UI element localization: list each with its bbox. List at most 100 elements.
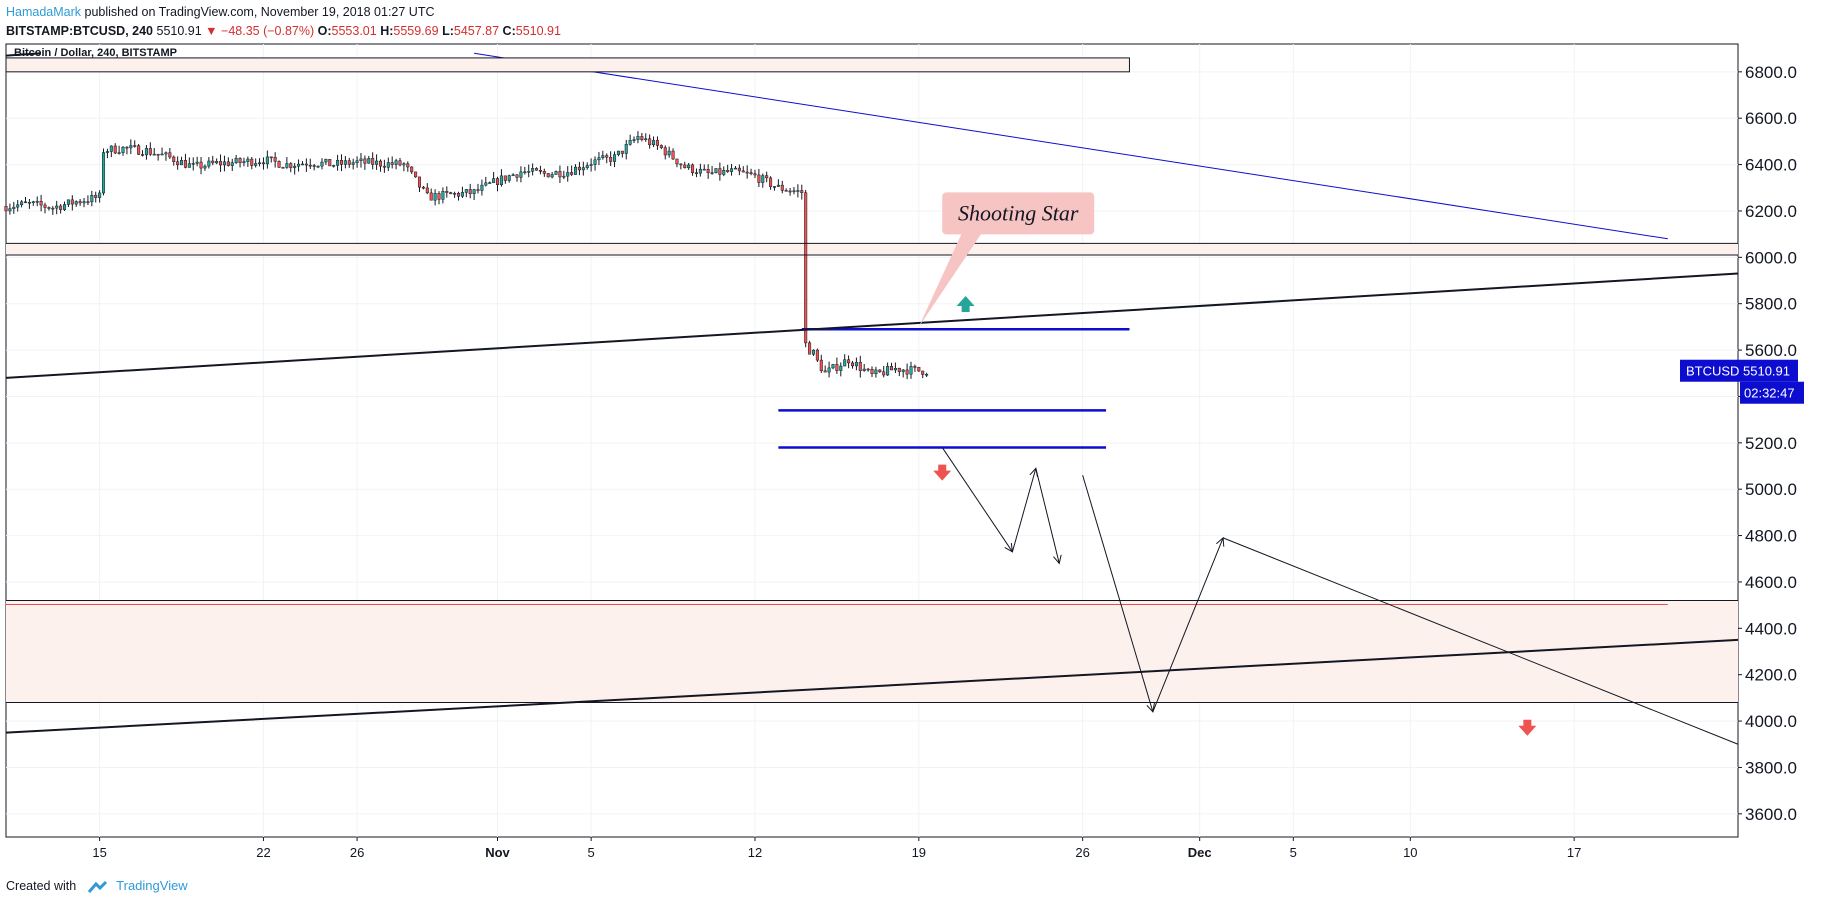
candle-body (386, 162, 390, 168)
candle-body (55, 205, 59, 209)
candle-body (293, 165, 297, 168)
candle-body (246, 158, 250, 162)
candle-body (710, 172, 714, 174)
candle-body (870, 369, 874, 374)
candle-body (492, 178, 496, 183)
candle-body (581, 167, 585, 171)
y-tick-label: 4800.0 (1745, 527, 1797, 546)
candle-body (363, 158, 367, 164)
candle-body (609, 156, 613, 162)
candle-body (66, 199, 70, 205)
candle-body (652, 140, 656, 146)
x-tick-label: 12 (748, 845, 762, 860)
candle-body (862, 368, 866, 371)
candle-body (398, 160, 402, 166)
candle-body (414, 171, 418, 178)
candle-body (694, 172, 698, 174)
open-value: 5553.01 (331, 24, 377, 38)
candle-body (706, 169, 710, 173)
candle-body (488, 182, 492, 184)
projection-arrow (1082, 475, 1153, 712)
candle-body (102, 152, 106, 194)
candle-body (847, 359, 851, 364)
time-axis[interactable]: 15 22 26 Nov 5 12 19 26 Dec 5 10 17 (92, 837, 1581, 860)
candle-body (527, 171, 531, 173)
candle-body (222, 161, 226, 166)
candle-body (367, 158, 371, 164)
candle-body (347, 160, 351, 165)
candle-body (449, 192, 453, 195)
candle-body (632, 139, 636, 141)
candle-body (854, 361, 858, 367)
candle-body (519, 171, 523, 178)
candle-body (671, 150, 675, 160)
close-value: 5510.91 (515, 24, 561, 38)
price-label-box (1680, 359, 1798, 382)
zones (6, 243, 1738, 703)
close-label: C: (502, 24, 516, 38)
candle-body (605, 155, 609, 158)
candle-body (230, 162, 234, 166)
y-tick-label: 5800.0 (1745, 295, 1797, 314)
candle-body (265, 156, 269, 165)
price-label-symbol: BTCUSD (1686, 364, 1739, 379)
price-axis[interactable]: 6800.0 6600.0 6400.0 6200.0 6000.0 5800.0 5600… (1738, 63, 1797, 824)
candle-body (254, 163, 258, 166)
candle-body (827, 367, 831, 373)
candle-body (117, 152, 121, 154)
candle-body (925, 374, 929, 376)
candle-body (402, 163, 406, 166)
candle-body (59, 205, 63, 210)
candle-body (663, 147, 667, 156)
candle-body (27, 202, 31, 204)
candle-body (433, 193, 437, 201)
candle-body (105, 151, 109, 153)
candle-body (753, 173, 757, 176)
candle-body (687, 164, 691, 169)
candle-body (23, 201, 28, 204)
tradingview-logo-icon (87, 880, 107, 893)
y-tick-label: 6600.0 (1745, 109, 1797, 128)
candle-body (917, 366, 921, 372)
callout-pointer (918, 232, 983, 327)
price-label-price: 5510.91 (1743, 364, 1790, 379)
candle-body (905, 369, 909, 375)
candle-body (297, 163, 301, 167)
candle-body (320, 161, 324, 167)
candle-body (359, 158, 363, 161)
candle-body (144, 148, 148, 156)
candle-body (390, 162, 394, 165)
y-tick-label: 6200.0 (1745, 202, 1797, 221)
candle-body (74, 201, 78, 205)
candle-body (593, 159, 597, 165)
candle-body (733, 167, 737, 170)
candle-body (714, 168, 718, 173)
tradingview-link[interactable]: TradingView (116, 878, 188, 893)
x-tick-label: Nov (485, 845, 510, 860)
candle-body (261, 162, 265, 165)
candle-body (718, 168, 722, 175)
candle-body (472, 189, 476, 194)
low-label: L: (442, 24, 454, 38)
candle-body (187, 163, 191, 168)
open-label: O: (317, 24, 332, 38)
author-link[interactable]: HamadaMark (6, 5, 82, 19)
candle-body (796, 190, 800, 192)
candle-body (203, 165, 207, 169)
candle-body (31, 201, 35, 203)
countdown-label: 02:32:47 (1744, 386, 1795, 401)
candle-body (804, 192, 808, 344)
candle-body (215, 161, 219, 164)
candle-body (148, 148, 152, 155)
candle-body (667, 150, 671, 156)
candle-body (421, 186, 425, 189)
candle-body (858, 361, 862, 371)
projection-arrow (1152, 538, 1223, 712)
candle-body (850, 362, 855, 367)
candle-body (780, 184, 784, 191)
candle-body (495, 178, 500, 185)
created-with-text: Created with (6, 879, 77, 893)
candle-body (874, 369, 878, 374)
candle-body (640, 136, 644, 141)
